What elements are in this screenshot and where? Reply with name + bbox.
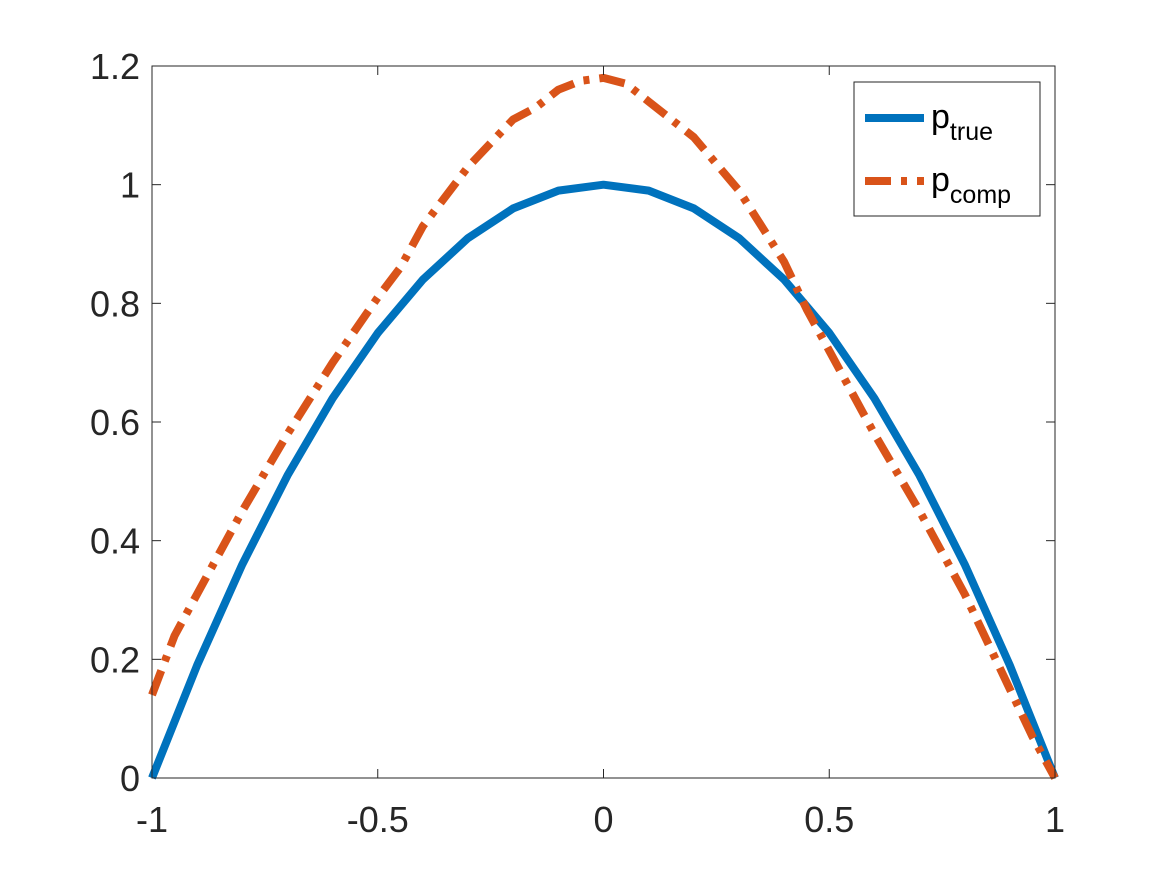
series-line-p-comp — [148, 73, 1059, 780]
legend-box — [853, 81, 1041, 217]
series-layer — [148, 73, 1059, 780]
y-tick-label: 1.2 — [90, 46, 140, 87]
legend-label-p-comp-sub: comp — [950, 181, 1011, 209]
legend-label-p-comp: pcomp — [931, 161, 1011, 209]
y-tick-label: 0 — [120, 758, 140, 799]
legend-label-p-true-main: p — [931, 98, 950, 136]
x-tick-label: -0.5 — [347, 799, 409, 840]
x-tick-label: 0.5 — [804, 799, 854, 840]
y-tick-label: 0.6 — [90, 402, 140, 443]
x-tick-label: 1 — [1045, 799, 1065, 840]
y-tick-label: 0.8 — [90, 283, 140, 324]
series-line-p-true — [148, 180, 1059, 780]
ticks-layer: -1 -0.5 0 0.5 1 0 0.2 0.4 0.6 0.8 1 1.2 — [90, 46, 1065, 840]
x-tick-label: 0 — [593, 799, 613, 840]
y-tick-label: 1 — [120, 165, 140, 206]
y-tick-label: 0.4 — [90, 521, 140, 562]
legend-label-p-true-sub: true — [950, 118, 993, 146]
legend-label-p-comp-main: p — [931, 161, 950, 199]
legend-label-p-true: ptrue — [931, 98, 993, 146]
x-tick-label: -1 — [136, 799, 168, 840]
y-tick-label: 0.2 — [90, 639, 140, 680]
legend: ptrue pcomp — [853, 81, 1041, 217]
